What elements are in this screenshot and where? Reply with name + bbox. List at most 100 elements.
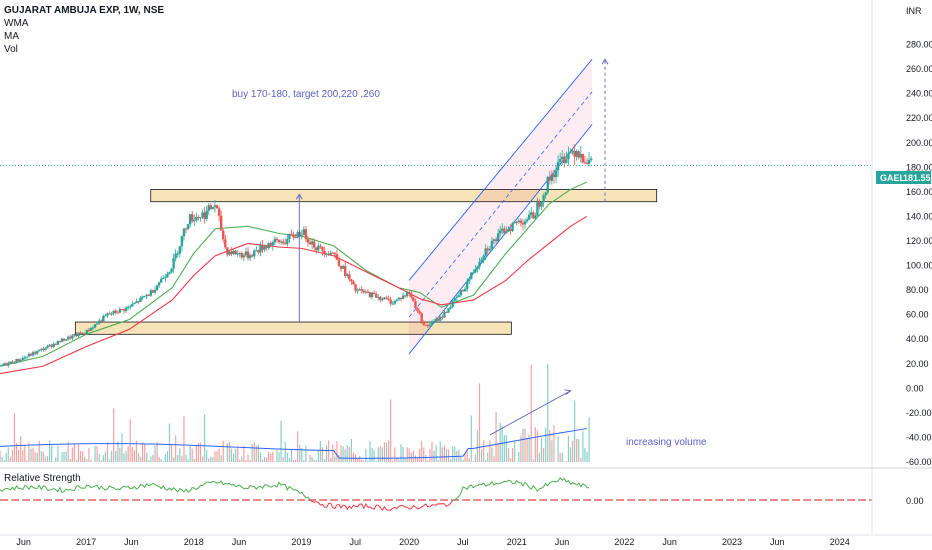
candle-body [27,353,31,357]
candle-body [81,333,84,335]
candle-body [513,221,516,224]
candle-body [116,312,120,314]
candle-body [501,228,504,231]
candle-body [352,281,355,285]
indicator-wma[interactable]: WMA [4,18,29,29]
drawing-arrows[interactable] [295,58,609,396]
candle-body [443,311,446,318]
trade-note[interactable]: buy 170-180, target 200,220 ,260 [232,89,380,100]
candle-body [0,365,2,367]
candle-body [511,223,514,231]
candle-body [370,292,374,298]
candle-body [195,217,198,221]
candle-body [465,281,469,289]
candle-body [93,324,97,328]
support-resistance-zones[interactable] [74,189,658,335]
candle-body [315,247,318,251]
volume-note[interactable]: increasing volume [626,437,707,448]
candle-body [199,217,202,219]
candle-body [550,174,554,181]
candle-body [64,339,68,341]
candle-body [290,234,293,236]
candle-body [296,232,299,238]
candle-body [399,297,403,300]
candle-body [207,205,210,211]
candle-body [587,159,591,164]
candle-body [151,290,155,293]
candle-body [102,316,105,322]
chart-legend: GUJARAT AMBUJA EXP, 1W, NSE WMA MA Vol [4,4,164,56]
candle-body [7,363,10,366]
candle-body [50,344,53,347]
candle-body [430,321,434,325]
indicator-ma[interactable]: MA [4,31,19,42]
x-tick-label: Jun [555,537,570,547]
candle-body [246,251,250,259]
candle-body [284,243,287,245]
candle-body [83,333,86,335]
rs-panel-title[interactable]: Relative Strength [4,473,81,484]
candle-body [15,358,18,363]
candle-body [339,265,343,269]
candle-body [29,353,33,356]
candle-body [2,363,6,366]
y-tick-label: 80.00 [906,285,929,295]
target-arrow-head [601,58,609,65]
candle-body [538,202,541,207]
candle-body [577,151,580,158]
candle-body [222,230,225,240]
candle-body [33,352,37,354]
candle-body [205,210,208,219]
currency-label: INR [906,6,922,16]
candle-body [439,316,442,321]
candle-body [362,290,365,293]
candle-body [383,297,386,300]
candle-body [368,292,372,298]
volume-bars [0,364,590,462]
y-tick-label: 240.00 [906,89,932,99]
candle-body [98,320,101,324]
candle-body [583,162,587,164]
candle-body [265,246,268,249]
symbol-title[interactable]: GUJARAT AMBUJA EXP, 1W, NSE [4,5,165,16]
candle-body [484,248,487,256]
candle-body [571,150,574,153]
candle-body [120,309,124,311]
candle-body [366,291,370,293]
volume-ma-line [0,428,587,459]
y-tick-label: 60.00 [906,310,929,320]
candle-body [387,298,390,300]
candle-body [60,338,64,342]
candle-body [253,250,256,257]
candle-body [327,254,330,256]
candle-body [472,272,475,274]
candle-body [286,239,289,245]
candle-body [131,303,134,307]
candle-body [507,228,510,232]
candle-body [149,290,153,296]
candle-body [137,301,140,303]
relative-strength-panel [0,476,872,512]
candle-body [230,251,233,255]
candle-body [333,253,337,255]
candle-body [581,153,585,163]
candle-body [100,320,103,322]
channel-fill [409,59,593,354]
candle-body [476,266,479,270]
candle-body [540,202,543,207]
candle-body [385,297,388,299]
rising-channel[interactable] [408,59,593,355]
candle-body [232,250,235,255]
candle-body [89,328,93,331]
candle-body [312,241,316,248]
candle-body [275,238,279,240]
price-tag-bg [876,171,931,184]
candle-body [91,327,95,329]
candle-body [226,247,229,255]
candle-body [486,248,490,251]
candle-body [410,293,413,298]
candle-body [304,229,308,240]
candle-body [343,265,347,276]
indicator-vol[interactable]: Vol [4,44,18,55]
